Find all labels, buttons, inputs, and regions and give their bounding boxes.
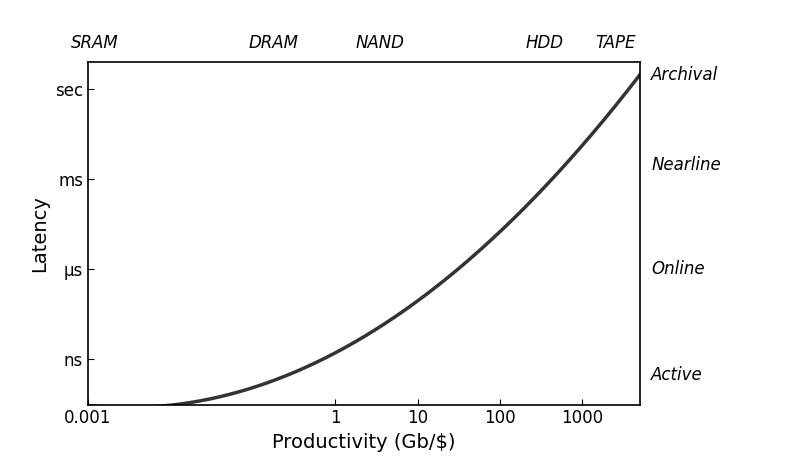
Text: Active: Active (651, 366, 703, 384)
Text: HDD: HDD (526, 34, 564, 52)
X-axis label: Productivity (Gb/$): Productivity (Gb/$) (272, 433, 456, 452)
Text: Archival: Archival (651, 66, 718, 84)
Text: SRAM: SRAM (70, 34, 118, 52)
Text: DRAM: DRAM (249, 34, 299, 52)
Text: Nearline: Nearline (651, 156, 721, 174)
Text: TAPE: TAPE (595, 34, 635, 52)
Text: Online: Online (651, 260, 705, 278)
Y-axis label: Latency: Latency (30, 195, 50, 272)
Text: NAND: NAND (355, 34, 405, 52)
